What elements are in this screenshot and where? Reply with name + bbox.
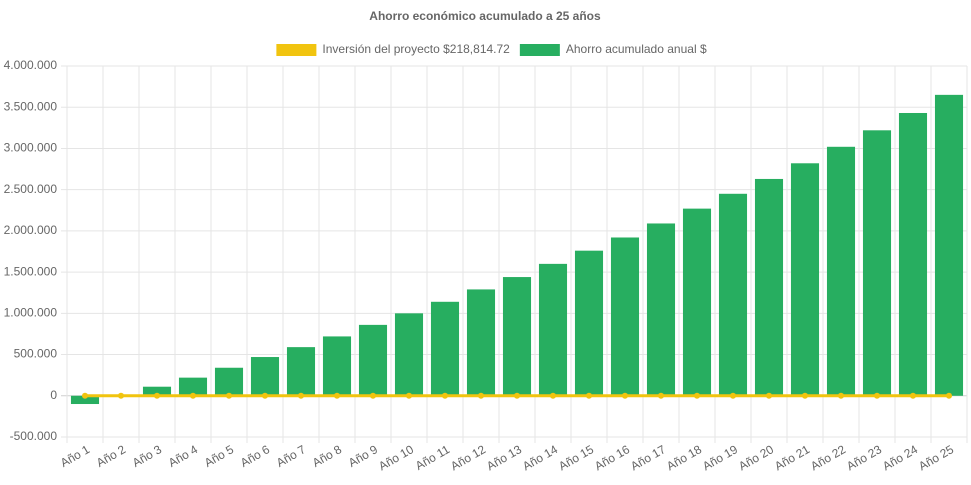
bar: [898, 112, 928, 396]
bar: [286, 347, 316, 396]
y-tick-label: -500.000: [10, 429, 58, 443]
line-point: [694, 392, 700, 399]
x-tick-label: Año 3: [130, 442, 164, 470]
x-tick-label: Año 22: [808, 442, 848, 473]
x-tick-label: Año 12: [448, 442, 488, 473]
legend-swatch: [519, 44, 560, 56]
x-tick-label: Año 23: [844, 442, 884, 473]
x-tick-label: Año 4: [166, 442, 200, 470]
bar: [934, 94, 964, 396]
y-tick-label: 1.000.000: [4, 306, 58, 320]
line-point: [370, 392, 376, 399]
line-point: [442, 392, 448, 399]
x-tick-label: Año 8: [310, 442, 344, 470]
y-tick-label: 1.500.000: [4, 264, 58, 278]
legend: Inversión del proyecto $218,814.72 Ahorro…: [276, 42, 707, 56]
bar: [394, 313, 424, 396]
x-tick-label: Año 2: [94, 442, 128, 470]
chart-title: Ahorro económico acumulado a 25 años: [369, 9, 601, 23]
x-tick-label: Año 24: [880, 442, 920, 473]
bar: [358, 324, 388, 396]
bar: [646, 223, 676, 396]
x-tick-label: Año 11: [413, 442, 452, 473]
y-tick-label: 0: [50, 388, 57, 402]
line-point: [766, 392, 772, 399]
x-tick-label: Año 10: [376, 442, 416, 473]
bar: [718, 193, 748, 396]
bar: [502, 277, 532, 396]
legend-label: Ahorro acumulado anual $: [566, 42, 707, 56]
y-tick-label: 500.000: [14, 347, 58, 361]
line-point: [802, 392, 808, 399]
bar: [466, 289, 496, 396]
line-point: [334, 392, 340, 399]
x-tick-label: Año 13: [484, 442, 524, 473]
bar: [70, 395, 100, 405]
legend-label: Inversión del proyecto $218,814.72: [322, 42, 510, 56]
x-tick-label: Año 6: [238, 442, 272, 470]
x-tick-label: Año 19: [700, 442, 740, 473]
bar: [538, 263, 568, 396]
y-tick-label: 2.500.000: [4, 182, 58, 196]
line-point: [478, 392, 484, 399]
line-point: [658, 392, 664, 399]
x-tick-label: Año 25: [916, 442, 956, 473]
bar: [862, 130, 892, 396]
x-tick-label: Año 9: [346, 442, 380, 470]
line-point: [874, 392, 880, 399]
x-tick-label: Año 5: [202, 442, 236, 470]
line-point: [262, 392, 268, 399]
x-tick-label: Año 18: [664, 442, 704, 473]
bar: [142, 386, 172, 396]
line-point: [946, 392, 952, 399]
bar: [610, 237, 640, 396]
line-point: [730, 392, 736, 399]
line-point: [838, 392, 844, 399]
line-point: [298, 392, 304, 399]
line-point: [82, 392, 88, 399]
bar: [826, 146, 856, 396]
bar: [754, 178, 784, 396]
bar: [682, 208, 712, 396]
line-point: [190, 392, 196, 399]
line-point: [406, 392, 412, 399]
bar: [214, 367, 244, 396]
line-point: [118, 392, 124, 399]
line-point: [586, 392, 592, 399]
x-tick-label: Año 20: [736, 442, 776, 473]
y-tick-label: 4.000.000: [4, 58, 58, 72]
line-point: [514, 392, 520, 399]
line-point: [154, 392, 160, 399]
x-tick-label: Año 14: [520, 442, 560, 473]
bar: [790, 163, 820, 396]
line-point: [550, 392, 556, 399]
x-tick-label: Año 21: [772, 442, 812, 473]
x-tick-label: Año 15: [556, 442, 596, 473]
x-tick-label: Año 7: [274, 442, 308, 470]
legend-swatch: [276, 44, 317, 56]
bar: [430, 301, 460, 396]
bar: [322, 336, 352, 396]
bar: [178, 377, 208, 396]
y-tick-label: 3.500.000: [4, 99, 58, 113]
line-point: [622, 392, 628, 399]
bar: [574, 250, 604, 396]
line-point: [226, 392, 232, 399]
x-tick-label: Año 1: [58, 442, 92, 470]
x-tick-label: Año 17: [628, 442, 668, 473]
x-tick-label: Año 16: [592, 442, 632, 473]
y-tick-label: 3.000.000: [4, 141, 58, 155]
bar: [250, 357, 280, 396]
line-point: [910, 392, 916, 399]
y-tick-label: 2.000.000: [4, 223, 58, 237]
